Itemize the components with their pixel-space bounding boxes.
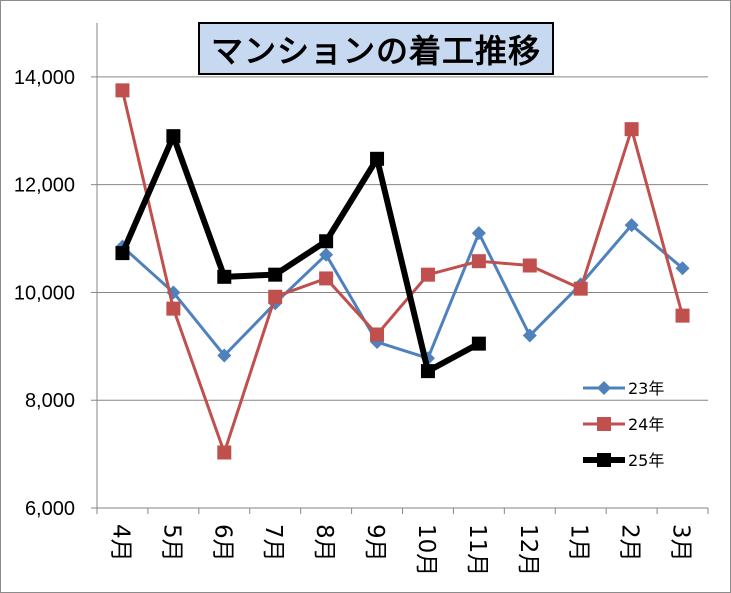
legend: 23年 24年 25年 xyxy=(583,379,664,470)
data-point xyxy=(675,261,690,276)
x-tick-label: 11月 xyxy=(464,524,490,576)
legend-label: 25年 xyxy=(628,451,664,470)
x-tick-label: 3月 xyxy=(668,524,694,562)
y-tick-label: 10,000 xyxy=(14,282,75,304)
x-tick-label: 6月 xyxy=(209,524,235,562)
legend-entry: 23年 xyxy=(583,379,664,398)
legend-entry: 24年 xyxy=(583,415,664,434)
data-point xyxy=(597,417,611,431)
data-point xyxy=(166,301,181,316)
x-tick-labels: 4月 5月 6月 7月 8月 9月 10月 11月 12月 1月 2月 3月 xyxy=(107,524,693,576)
data-point xyxy=(573,281,588,296)
series-1 xyxy=(115,218,690,366)
x-tick-label: 2月 xyxy=(617,524,643,562)
x-tick-label: 4月 xyxy=(107,524,133,562)
x-tick-label: 1月 xyxy=(566,524,592,562)
data-point xyxy=(217,348,232,363)
data-point xyxy=(420,267,435,282)
y-tick-labels: 6,000 8,000 10,000 12,000 14,000 xyxy=(14,67,75,520)
legend-label: 23年 xyxy=(628,379,664,398)
data-point xyxy=(624,218,639,233)
data-point xyxy=(624,122,639,137)
chart-title: マンションの着工推移 xyxy=(198,22,554,75)
x-tick-label: 12月 xyxy=(515,524,541,576)
data-point xyxy=(597,381,611,395)
data-point xyxy=(115,83,130,98)
data-point xyxy=(319,247,334,262)
data-point xyxy=(522,328,537,343)
series-3 xyxy=(115,129,486,379)
data-point xyxy=(217,445,232,460)
series-line xyxy=(119,133,481,375)
data-point xyxy=(522,258,537,273)
legend-label: 24年 xyxy=(628,415,664,434)
data-point xyxy=(370,327,385,342)
x-tick-label: 8月 xyxy=(311,524,337,562)
y-tick-label: 14,000 xyxy=(14,67,75,89)
y-tick-label: 6,000 xyxy=(25,498,75,520)
axes xyxy=(91,23,709,514)
data-point xyxy=(217,269,232,284)
data-point xyxy=(370,151,385,166)
data-point xyxy=(675,308,690,323)
x-tick-label: 10月 xyxy=(413,524,439,576)
y-tick-label: 12,000 xyxy=(14,175,75,197)
data-point xyxy=(319,234,334,249)
series-line xyxy=(121,223,684,360)
data-point xyxy=(166,129,181,144)
x-tick-label: 9月 xyxy=(362,524,388,562)
data-point xyxy=(471,226,486,241)
data-point xyxy=(471,336,486,351)
data-point xyxy=(471,254,486,269)
data-point xyxy=(319,271,334,286)
grid-lines xyxy=(97,76,708,401)
legend-entry: 25年 xyxy=(583,451,664,470)
y-tick-label: 8,000 xyxy=(25,390,75,412)
data-point xyxy=(597,453,611,467)
data-point xyxy=(115,246,130,261)
data-point xyxy=(268,289,283,304)
x-tick-label: 5月 xyxy=(158,524,184,562)
data-point xyxy=(420,364,435,379)
series-2 xyxy=(115,83,690,460)
series-line xyxy=(120,90,684,454)
data-point xyxy=(268,267,283,282)
x-tick-label: 7月 xyxy=(260,524,286,562)
series-group xyxy=(115,83,690,460)
